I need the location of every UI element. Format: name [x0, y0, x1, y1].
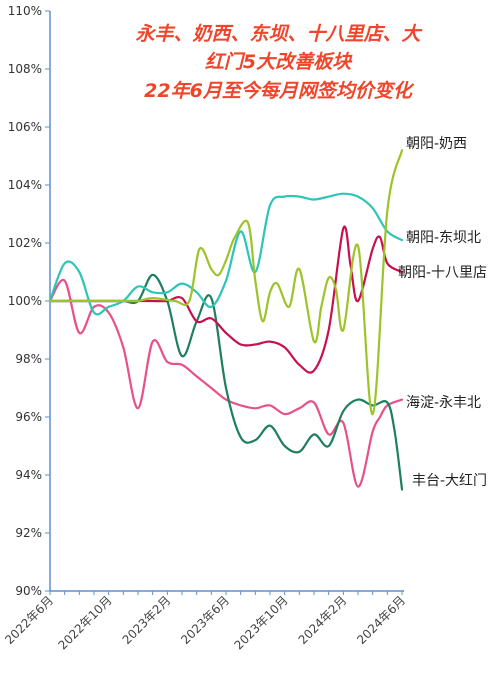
- y-tick-label: 102%: [8, 236, 42, 250]
- x-tick-label: 2024年6月: [354, 593, 408, 647]
- series-label-1: 朝阳-东坝北: [406, 230, 481, 246]
- series-label-4: 丰台-大红门: [412, 473, 487, 489]
- x-tick-label: 2022年10月: [56, 593, 115, 652]
- chart-title-line-2: 红门5大改善板块: [205, 51, 353, 73]
- y-tick-label: 104%: [8, 178, 42, 192]
- chart-series: [48, 149, 404, 491]
- chart-title-line-1: 永丰、奶西、东坝、十八里店、大: [135, 23, 422, 45]
- chart-title-line-3: 22年6月至今每月网签均价变化: [144, 80, 415, 102]
- y-tick-label: 92%: [15, 526, 42, 540]
- series-line-1: [48, 192, 404, 316]
- x-tick-label: 2022年6月: [2, 593, 56, 647]
- series-line-3: [48, 278, 404, 488]
- y-tick-label: 110%: [8, 4, 42, 18]
- series-line-2: [48, 225, 404, 374]
- y-tick-label: 90%: [15, 584, 42, 598]
- series-line-0: [48, 149, 404, 416]
- y-tick-label: 96%: [15, 410, 42, 424]
- x-tick-label: 2023年6月: [178, 593, 232, 647]
- y-tick-label: 108%: [8, 62, 42, 76]
- y-tick-label: 106%: [8, 120, 42, 134]
- series-label-3: 海淀-永丰北: [406, 395, 481, 411]
- y-tick-label: 94%: [15, 468, 42, 482]
- chart-title: 永丰、奶西、东坝、十八里店、大 红门5大改善板块 22年6月至今每月网签均价变化: [135, 23, 422, 102]
- x-tick-label: 2024年2月: [296, 593, 350, 647]
- x-tick-label: 2023年10月: [232, 593, 291, 652]
- series-label-2: 朝阳-十八里店: [398, 265, 487, 281]
- y-tick-label: 100%: [8, 294, 42, 308]
- y-tick-label: 98%: [15, 352, 42, 366]
- series-label-0: 朝阳-奶西: [406, 136, 467, 152]
- x-tick-label: 2023年2月: [120, 593, 174, 647]
